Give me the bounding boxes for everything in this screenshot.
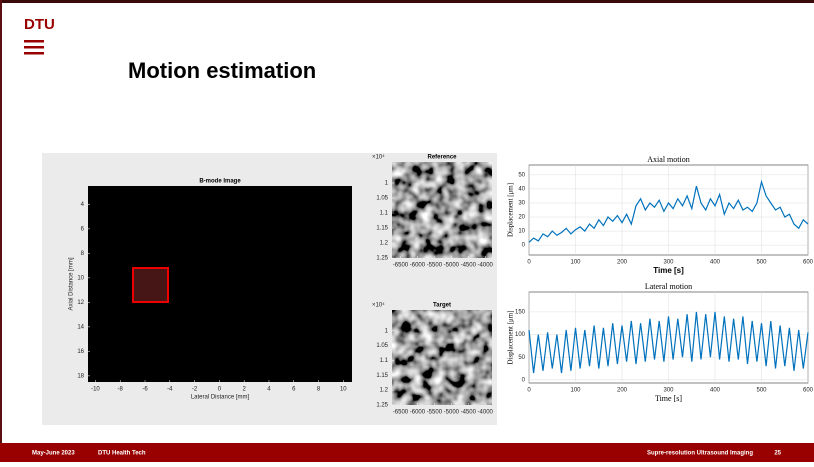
y-tick-label: 1.25 [376, 256, 388, 262]
x-tick-label: 10 [340, 387, 347, 393]
y-tick-label: 1.15 [376, 373, 388, 379]
y-tick-label: 150 [515, 309, 526, 315]
x-tick-label: 400 [710, 260, 721, 266]
logo-text: DTU [24, 16, 55, 33]
x-tick-label: 600 [803, 260, 814, 266]
x-tick-label: 300 [663, 260, 674, 266]
x-tick-label: 100 [570, 260, 581, 266]
x-tick-label: -4 [167, 387, 173, 393]
roi-box [133, 268, 168, 302]
logo-stripes [24, 40, 44, 55]
y-axis-label: Axial Distance [mm] [69, 257, 75, 310]
x-tick-label: -4000 [478, 263, 494, 269]
y-axis-label: Displacement [μm] [507, 310, 515, 364]
reference-image [392, 162, 492, 258]
left-border [0, 0, 2, 462]
y-tick-label: 50 [518, 172, 525, 178]
x-tick-label: -6000 [410, 263, 426, 269]
x-tick-label: -2 [192, 387, 198, 393]
x-tick-label: -5000 [444, 410, 460, 416]
figure-title: B-mode Image [199, 179, 241, 185]
x-tick-label: -5500 [427, 263, 443, 269]
y-tick-label: 10 [518, 229, 525, 235]
y-tick-label: 1.2 [380, 388, 389, 394]
y-tick-label: 1.05 [376, 343, 388, 349]
footer-date: May-June 2023 [32, 451, 75, 457]
chart-title: Lateral motion [645, 282, 692, 291]
figure-title: Reference [427, 155, 457, 161]
x-tick-label: 200 [617, 260, 628, 266]
y-tick-label: 10 [77, 275, 84, 281]
x-tick-label: -6000 [410, 410, 426, 416]
y-tick-label: 1.15 [376, 226, 388, 232]
chart-title: Axial motion [647, 155, 689, 164]
x-tick-label: -6500 [393, 410, 409, 416]
y-tick-label: 1.1 [380, 211, 389, 217]
bmode-image [88, 186, 352, 382]
footer-course: Supre-resolution Ultrasound Imaging [647, 451, 753, 457]
slide-title: Motion estimation [128, 58, 316, 83]
x-tick-label: -10 [91, 387, 100, 393]
x-tick-label: 300 [663, 388, 674, 394]
x-tick-label: -6 [142, 387, 148, 393]
y-tick-label: 16 [77, 349, 84, 355]
y-tick-label: 1.05 [376, 196, 388, 202]
x-tick-label: -6500 [393, 263, 409, 269]
top-border [0, 0, 814, 3]
slide: DTU Motion estimation May-June 2023 DTU … [0, 0, 814, 462]
y-tick-label: 1.25 [376, 403, 388, 409]
x-tick-label: -5500 [427, 410, 443, 416]
x-tick-label: -4000 [478, 410, 494, 416]
y-tick-label: 50 [518, 355, 525, 361]
x-tick-label: 200 [617, 388, 628, 394]
x-tick-label: -4500 [461, 410, 477, 416]
y-axis-label: Displacement [μm] [507, 183, 515, 237]
footer-page: 25 [774, 451, 781, 457]
x-tick-label: 600 [803, 388, 814, 394]
x-axis-label: Time [s] [655, 394, 682, 403]
y-tick-label: 30 [518, 201, 525, 207]
axis-exponent: ×10⁴ [372, 154, 385, 161]
y-tick-label: 18 [77, 373, 84, 379]
axis-exponent: ×10⁴ [372, 302, 385, 309]
footer-dept: DTU Health Tech [98, 451, 146, 457]
x-axis-label: Time [s] [653, 266, 684, 275]
x-tick-label: 500 [756, 388, 767, 394]
x-tick-label: 100 [570, 388, 581, 394]
x-tick-label: 500 [756, 260, 767, 266]
y-tick-label: 100 [515, 332, 526, 338]
x-tick-label: -5000 [444, 263, 460, 269]
target-image [392, 310, 492, 405]
y-tick-label: 14 [77, 324, 84, 330]
y-tick-label: 1.2 [380, 241, 389, 247]
x-tick-label: -4500 [461, 263, 477, 269]
x-axis-label: Lateral Distance [mm] [191, 395, 250, 401]
x-tick-label: -8 [118, 387, 124, 393]
x-tick-label: 400 [710, 388, 721, 394]
figure-title: Target [433, 303, 451, 309]
y-tick-label: 20 [518, 215, 525, 221]
y-tick-label: 12 [77, 300, 84, 306]
y-tick-label: 40 [518, 186, 525, 192]
y-tick-label: 1.1 [380, 358, 389, 364]
